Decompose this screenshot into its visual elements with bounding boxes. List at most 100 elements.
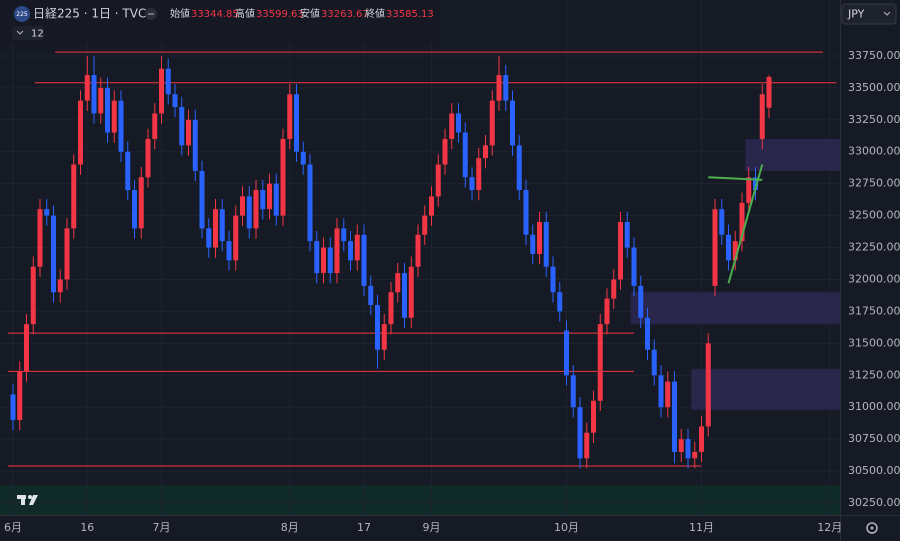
candle-body bbox=[206, 228, 212, 248]
candle-body bbox=[638, 285, 644, 318]
candle-body bbox=[179, 107, 185, 146]
candle-body bbox=[44, 209, 50, 216]
candle-body bbox=[591, 400, 596, 433]
candle-body bbox=[145, 138, 151, 178]
candle-body bbox=[753, 177, 758, 191]
candle-body bbox=[726, 234, 731, 261]
candle-body bbox=[577, 407, 583, 459]
x-tick-label: 9月 bbox=[423, 521, 441, 534]
symbol-title: 日経225 · 1日 · TVC bbox=[33, 7, 146, 21]
candle-body bbox=[631, 247, 637, 286]
y-tick-label: 33500.00 bbox=[848, 81, 900, 94]
candle-body bbox=[456, 113, 461, 133]
candle-body bbox=[152, 113, 158, 139]
candle-body bbox=[30, 266, 36, 325]
logo-text: 225 bbox=[16, 11, 28, 18]
candle-body bbox=[199, 170, 205, 229]
candle-body bbox=[186, 119, 191, 146]
candle-body bbox=[17, 371, 23, 420]
candle-body bbox=[429, 196, 434, 216]
gear-center bbox=[870, 526, 874, 530]
settings-button[interactable] bbox=[866, 522, 878, 534]
close-label: 終値 bbox=[365, 7, 385, 20]
candle-body bbox=[408, 266, 414, 318]
y-tick-label: 31500.00 bbox=[848, 336, 900, 349]
candle-body bbox=[570, 375, 576, 408]
open-value: 33344.85 bbox=[191, 9, 239, 20]
candle-body bbox=[10, 394, 16, 420]
chevron bbox=[16, 30, 24, 35]
candle-body bbox=[719, 209, 725, 235]
high-label: 高値 bbox=[235, 7, 255, 20]
candle-body bbox=[604, 298, 610, 325]
candle-body bbox=[300, 151, 306, 165]
candle-body bbox=[496, 75, 502, 101]
candle-body bbox=[739, 202, 745, 242]
candle-body bbox=[537, 221, 542, 254]
indicator-toggle[interactable] bbox=[12, 26, 44, 40]
y-tick-label: 31250.00 bbox=[848, 368, 900, 381]
x-tick-label: 17 bbox=[357, 521, 371, 534]
candle-body bbox=[699, 426, 704, 452]
candle-body bbox=[651, 349, 657, 376]
candle-body bbox=[37, 209, 43, 267]
logo-part bbox=[29, 495, 38, 505]
candle-body bbox=[732, 241, 738, 261]
candle-body bbox=[611, 279, 617, 299]
y-tick-label: 33000.00 bbox=[848, 145, 900, 158]
candle-body bbox=[759, 94, 765, 139]
candle-body bbox=[341, 228, 347, 242]
candle-body bbox=[118, 100, 124, 152]
candle-body bbox=[294, 94, 299, 152]
candle-body bbox=[462, 132, 468, 178]
candle-body bbox=[516, 145, 522, 191]
candle-body bbox=[233, 215, 239, 261]
candle-body bbox=[672, 381, 677, 452]
candle-body bbox=[530, 234, 536, 254]
x-tick-label: 12月 bbox=[817, 521, 842, 534]
x-axis: 6月 16 7月 8月 17 9月 10月 11月 12月 bbox=[4, 521, 842, 534]
candle-body bbox=[267, 183, 272, 210]
candle-body bbox=[584, 432, 590, 459]
candle-body bbox=[172, 94, 178, 108]
x-tick-label: 7月 bbox=[153, 521, 171, 534]
candle-body bbox=[489, 100, 495, 146]
candle-body bbox=[685, 439, 691, 459]
y-tick-label: 32750.00 bbox=[848, 177, 900, 190]
candle-body bbox=[557, 292, 563, 312]
zone bbox=[630, 292, 840, 325]
y-tick-label: 33250.00 bbox=[848, 113, 900, 126]
candle-body bbox=[354, 234, 360, 261]
x-tick-label: 16 bbox=[80, 521, 94, 534]
y-tick-label: 30750.00 bbox=[848, 432, 900, 445]
candle-body bbox=[138, 177, 144, 229]
y-tick-label: 32250.00 bbox=[848, 241, 900, 254]
candle-body bbox=[159, 68, 164, 114]
currency-dropdown[interactable] bbox=[841, 3, 897, 25]
candle-body bbox=[98, 87, 104, 114]
candle-body bbox=[91, 75, 97, 114]
x-tick-label: 8月 bbox=[281, 521, 299, 534]
candle-body bbox=[111, 100, 117, 133]
candle-body bbox=[665, 381, 671, 408]
candle-body bbox=[658, 375, 664, 408]
candle-body bbox=[51, 215, 56, 293]
indicator-count: 12 bbox=[31, 29, 44, 40]
candle-body bbox=[105, 87, 110, 133]
candle-body bbox=[415, 234, 421, 267]
levels bbox=[8, 51, 837, 467]
tv-logo bbox=[17, 495, 38, 505]
candle-body bbox=[712, 209, 718, 286]
high-value: 33599.63 bbox=[256, 9, 304, 20]
candle-body bbox=[645, 317, 650, 350]
candle-body bbox=[219, 209, 225, 242]
candle-body bbox=[381, 324, 387, 350]
candle-body bbox=[678, 439, 684, 452]
candle-body bbox=[226, 241, 232, 261]
candles bbox=[10, 55, 772, 469]
trendline bbox=[727, 164, 764, 284]
candle-body bbox=[402, 273, 407, 318]
